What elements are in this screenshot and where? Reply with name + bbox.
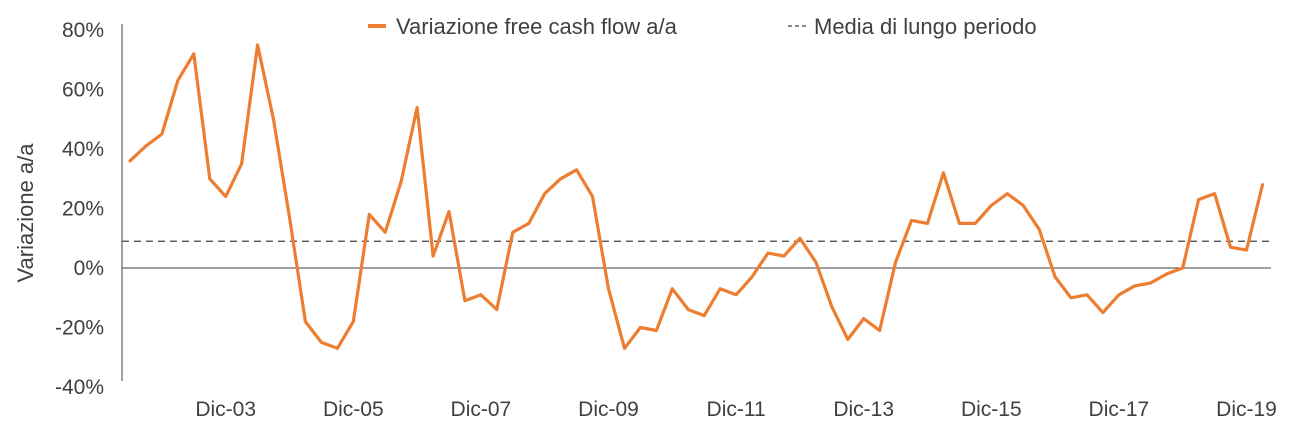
fcf-series-line xyxy=(128,43,1265,350)
x-tick-label: Dic-05 xyxy=(323,398,384,421)
x-tick-label: Dic-03 xyxy=(195,398,256,421)
legend-label-media: Media di lungo periodo xyxy=(814,14,1037,39)
y-tick-label: 80% xyxy=(62,19,104,42)
x-tick-label: Dic-07 xyxy=(451,398,512,421)
x-tick-label: Dic-11 xyxy=(707,398,766,421)
legend: Variazione free cash flow a/a Media di l… xyxy=(368,14,1037,39)
y-tick-label: -20% xyxy=(55,317,104,340)
y-tick-label: 20% xyxy=(62,198,104,221)
x-tick-label: Dic-19 xyxy=(1216,398,1277,421)
y-tick-label: -40% xyxy=(55,376,104,399)
y-axis-label: Variazione a/a xyxy=(13,143,38,283)
y-tick-label: 40% xyxy=(62,138,104,161)
x-tick-label: Dic-09 xyxy=(578,398,639,421)
x-axis-ticks: Dic-03 Dic-05 Dic-07 Dic-09 Dic-11 Dic-13 Dic-… xyxy=(195,398,1276,421)
x-tick-label: Dic-13 xyxy=(833,398,894,421)
x-tick-label: Dic-15 xyxy=(961,398,1022,421)
x-tick-label: Dic-17 xyxy=(1089,398,1150,421)
y-tick-label: 0% xyxy=(74,257,104,280)
legend-label-fcf: Variazione free cash flow a/a xyxy=(396,14,678,39)
y-tick-label: 60% xyxy=(62,79,104,102)
y-axis-ticks: -40% -20% 0% 20% 40% 60% 80% xyxy=(55,19,104,399)
plot-area xyxy=(121,24,1271,381)
